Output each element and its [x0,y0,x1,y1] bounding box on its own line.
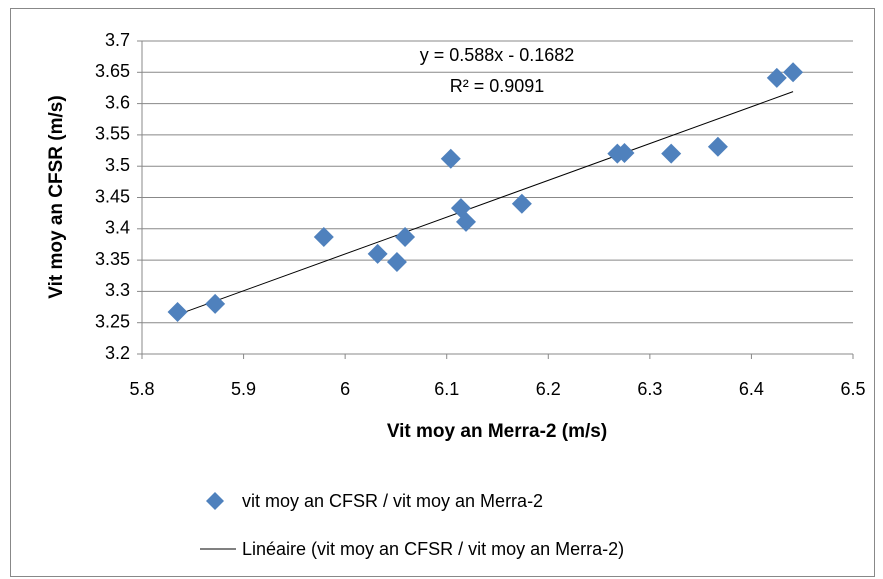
y-tick-label: 3.55 [95,124,130,144]
x-tick-label: 6 [340,379,350,399]
x-tick-label: 5.9 [231,379,256,399]
point [395,226,416,247]
y-axis-label: Vit moy an CFSR (m/s) [46,95,67,298]
legend-label: vit moy an CFSR / vit moy an Merra-2 [242,491,543,511]
point [205,293,226,314]
x-tick-label: 5.8 [129,379,154,399]
point [661,143,682,164]
legend-label: Linéaire (vit moy an CFSR / vit moy an M… [242,539,624,559]
y-tick-label: 3.5 [105,155,130,175]
y-tick-label: 3.45 [95,186,130,206]
x-tick-label: 6.2 [536,379,561,399]
y-tick-label: 3.2 [105,343,130,363]
point [313,226,334,247]
y-tick-label: 3.3 [105,280,130,300]
point [783,62,804,83]
point [707,136,728,157]
point [511,193,532,214]
x-axis-label: Vit moy an Merra-2 (m/s) [387,421,607,442]
y-tick-label: 3.6 [105,92,130,112]
x-tick-label: 6.1 [434,379,459,399]
y-tick-label: 3.65 [95,61,130,81]
trend-r2: R² = 0.9091 [450,76,545,96]
x-tick-label: 6.3 [637,379,662,399]
y-tick-label: 3.4 [105,218,130,238]
point [386,251,407,272]
point [167,302,188,323]
y-tick-label: 3.7 [105,30,130,50]
point [440,148,461,169]
point [456,211,477,232]
x-tick-label: 6.4 [739,379,764,399]
point [766,67,787,88]
trendline [177,91,794,316]
point [614,143,635,164]
point [367,243,388,264]
y-tick-label: 3.35 [95,249,130,269]
y-tick-label: 3.25 [95,311,130,331]
x-tick-label: 6.5 [840,379,865,399]
trend-equation: y = 0.588x - 0.1682 [420,45,575,65]
legend-marker [206,492,224,510]
